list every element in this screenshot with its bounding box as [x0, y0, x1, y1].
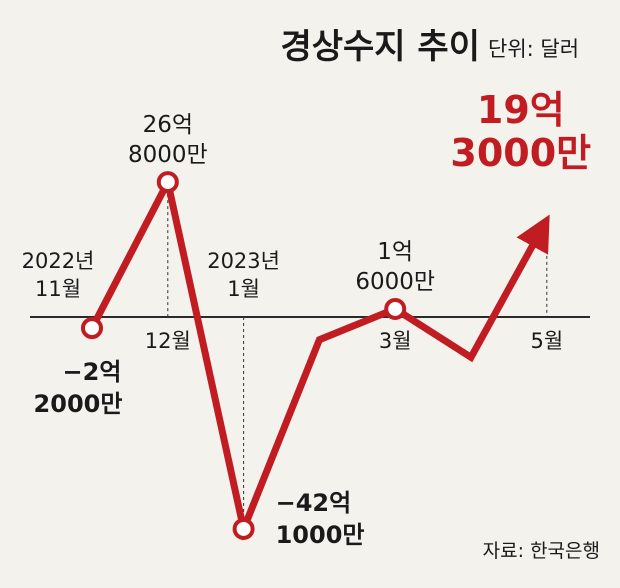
- guide-lines: [167, 182, 548, 529]
- x-tick-label-0-line1: 2022년: [22, 249, 95, 273]
- data-point-markers: [81, 171, 407, 540]
- unit-label: 단위: 달러: [488, 37, 579, 61]
- data-label-4-line2: 3000만: [450, 131, 591, 175]
- source-label: 자료: 한국은행: [483, 540, 600, 562]
- data-label-1-line1: 26억: [143, 112, 193, 138]
- data-label-3-line2: 6000만: [355, 269, 435, 295]
- data-label-0-line1: −2억: [63, 358, 122, 386]
- data-label-2-line1: −42억: [276, 489, 352, 517]
- x-tick-label-4: 5월: [530, 329, 563, 353]
- data-label-3-line1: 1억: [377, 239, 413, 265]
- x-tick-label-2-line1: 2023년: [207, 249, 280, 273]
- data-point-marker-1: [156, 171, 179, 194]
- data-label-4-line1: 19억: [477, 88, 565, 132]
- x-axis-tick-labels: 2022년 11월 12월 2023년 1월 3월 5월: [22, 249, 564, 353]
- x-tick-label-3: 3월: [379, 329, 412, 353]
- chart-title: 경상수지 추이: [280, 27, 480, 67]
- series-line: [88, 171, 550, 541]
- data-point-marker-3: [384, 297, 407, 320]
- series-line-group: [88, 171, 550, 541]
- x-tick-label-0-line2: 11월: [35, 277, 81, 301]
- x-tick-label-2-line2: 1월: [227, 277, 260, 301]
- data-label-0-line2: 2000만: [34, 390, 123, 418]
- data-label-1-line2: 8000만: [128, 142, 208, 168]
- data-label-2-line2: 1000만: [276, 521, 365, 549]
- data-point-marker-2: [232, 517, 255, 540]
- x-tick-label-1: 12월: [145, 329, 191, 353]
- data-point-marker-0: [81, 317, 103, 340]
